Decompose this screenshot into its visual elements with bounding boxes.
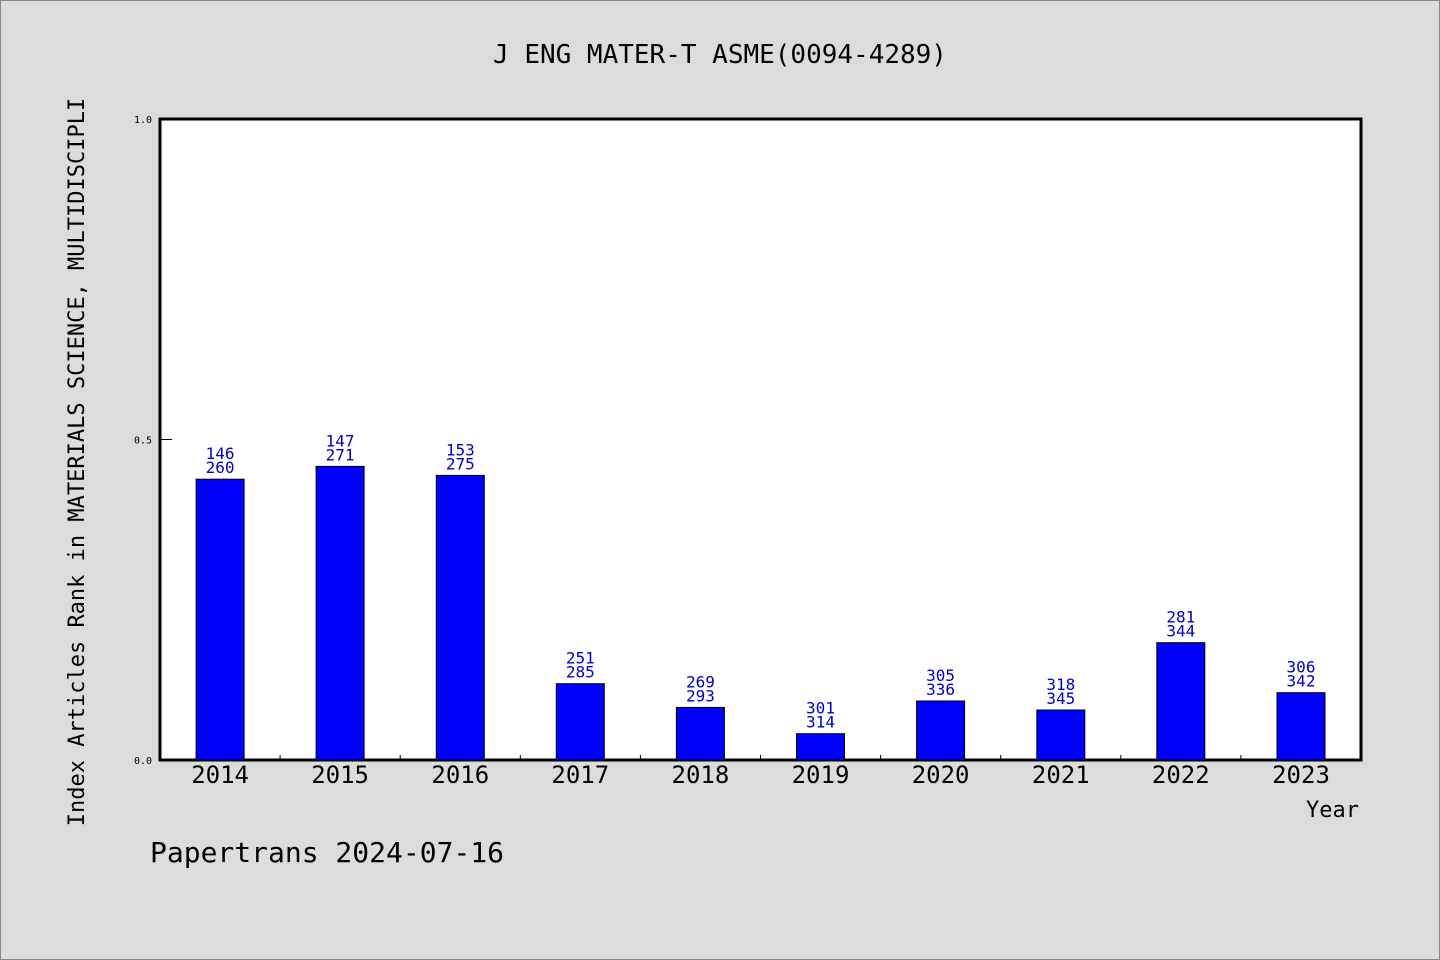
bar-2018 [675,706,725,761]
data-label-bottom-2023: 342 [1287,672,1316,691]
data-label-bottom-2021: 345 [1046,689,1075,708]
y-axis-label: Index Articles Rank in MATERIALS SCIENCE… [65,98,90,826]
data-label-bottom-2014: 260 [206,458,235,477]
data-label-top-2018: 269 [686,672,715,691]
y-tick-label-0.0: 0.0 [134,756,152,767]
data-label-bottom-2022: 344 [1166,622,1195,641]
bar-2022 [1156,642,1206,761]
y-axis-ticks: 0.0 0.5 1.0 [134,115,172,767]
data-label-top-2023: 306 [1287,658,1316,677]
data-label-bottom-2016: 275 [446,454,475,473]
y-tick-label-0.5: 0.5 [134,436,152,447]
x-tick-label-2019: 2019 [792,761,850,789]
x-axis-label: Year [1306,798,1359,823]
footer-credit: Papertrans 2024-07-16 [150,836,504,869]
x-tick-label-2021: 2021 [1032,761,1090,789]
data-label-bottom-2020: 336 [926,680,955,699]
data-label-bottom-2015: 271 [326,445,355,464]
bar-2014 [195,478,245,761]
data-label-top-2014: 146 [206,444,235,463]
bar-2015 [315,465,365,761]
data-label-top-2016: 153 [446,440,475,459]
data-label-bottom-2019: 314 [806,713,835,732]
data-label-bottom-2017: 285 [566,663,595,682]
bar-2023 [1276,692,1326,761]
bar-2020 [916,700,966,761]
bar-2019 [796,733,845,761]
x-tick-label-2022: 2022 [1152,761,1210,789]
y-tick-label-1.0: 1.0 [134,115,152,126]
chart-title: J ENG MATER-T ASME(0094-4289) [493,40,947,70]
data-label-top-2022: 281 [1166,608,1195,627]
x-tick-label-2014: 2014 [191,761,249,789]
x-tick-label-2018: 2018 [672,761,730,789]
x-tick-label-2016: 2016 [431,761,489,789]
data-label-top-2020: 305 [926,666,955,685]
data-label-top-2015: 147 [326,431,355,450]
bar-2016 [435,474,485,761]
bar-2021 [1036,709,1086,761]
data-label-bottom-2018: 293 [686,686,715,705]
data-label-top-2019: 301 [806,699,835,718]
x-tick-label-2017: 2017 [551,761,609,789]
bar-2017 [555,683,605,761]
bars-group [195,465,1326,761]
x-tick-label-2023: 2023 [1272,761,1330,789]
data-label-top-2017: 251 [566,649,595,668]
x-axis-ticks: 2014 2015 2016 2017 2018 2019 2020 2021 2022 2023 [191,755,1330,789]
data-label-top-2021: 318 [1046,675,1075,694]
x-tick-label-2020: 2020 [912,761,970,789]
x-tick-label-2015: 2015 [311,761,369,789]
